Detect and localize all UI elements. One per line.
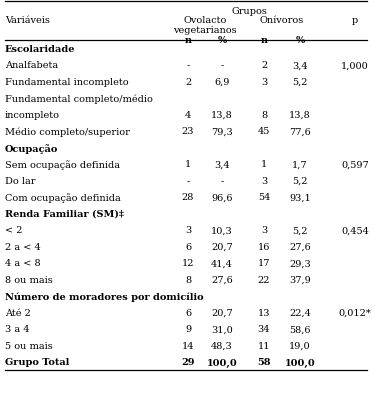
Text: n: n: [261, 36, 267, 45]
Text: 45: 45: [258, 127, 270, 136]
Text: < 2: < 2: [5, 226, 22, 235]
Text: 3 a 4: 3 a 4: [5, 325, 30, 334]
Text: 100,0: 100,0: [207, 357, 237, 366]
Text: Renda Familiar (SM)‡: Renda Familiar (SM)‡: [5, 209, 124, 218]
Text: 96,6: 96,6: [211, 193, 233, 202]
Text: 6: 6: [185, 243, 191, 252]
Text: Fundamental completo/médio: Fundamental completo/médio: [5, 94, 153, 104]
Text: 5,2: 5,2: [292, 226, 308, 235]
Text: 1: 1: [261, 160, 267, 169]
Text: Do lar: Do lar: [5, 177, 36, 186]
Text: 10,3: 10,3: [211, 226, 233, 235]
Text: 29: 29: [181, 357, 195, 366]
Text: 5,2: 5,2: [292, 177, 308, 186]
Text: 4: 4: [185, 111, 191, 120]
Text: Número de moradores por domicílio: Número de moradores por domicílio: [5, 292, 204, 301]
Text: 0,454: 0,454: [341, 226, 369, 235]
Text: 13,8: 13,8: [211, 111, 233, 120]
Text: 1: 1: [185, 160, 191, 169]
Text: -: -: [186, 177, 190, 186]
Text: 14: 14: [182, 341, 194, 350]
Text: 6: 6: [185, 308, 191, 317]
Text: 8: 8: [261, 111, 267, 120]
Text: 27,6: 27,6: [289, 243, 311, 252]
Text: 0,012*: 0,012*: [339, 308, 371, 317]
Text: 34: 34: [258, 325, 270, 334]
Text: 1,7: 1,7: [292, 160, 308, 169]
Text: Até 2: Até 2: [5, 308, 31, 317]
Text: Escolaridade: Escolaridade: [5, 45, 75, 54]
Text: 29,3: 29,3: [289, 259, 311, 268]
Text: 13,8: 13,8: [289, 111, 311, 120]
Text: Com ocupação definida: Com ocupação definida: [5, 193, 121, 203]
Text: 5,2: 5,2: [292, 78, 308, 87]
Text: Grupo Total: Grupo Total: [5, 357, 69, 366]
Text: 41,4: 41,4: [211, 259, 233, 268]
Text: %: %: [296, 36, 304, 45]
Text: 22: 22: [258, 275, 270, 284]
Text: 27,6: 27,6: [211, 275, 233, 284]
Text: 3: 3: [261, 78, 267, 87]
Text: 2: 2: [185, 78, 191, 87]
Text: 2: 2: [261, 61, 267, 70]
Text: 100,0: 100,0: [285, 357, 315, 366]
Text: 20,7: 20,7: [211, 243, 233, 252]
Text: Ovolacto: Ovolacto: [183, 16, 226, 25]
Text: 31,0: 31,0: [211, 325, 233, 334]
Text: 20,7: 20,7: [211, 308, 233, 317]
Text: 4 a < 8: 4 a < 8: [5, 259, 40, 268]
Text: n: n: [184, 36, 192, 45]
Text: 3: 3: [185, 226, 191, 235]
Text: -: -: [220, 177, 224, 186]
Text: 3: 3: [261, 177, 267, 186]
Text: Ocupação: Ocupação: [5, 144, 58, 153]
Text: 17: 17: [258, 259, 270, 268]
Text: Fundamental incompleto: Fundamental incompleto: [5, 78, 129, 87]
Text: 16: 16: [258, 243, 270, 252]
Text: 0,597: 0,597: [341, 160, 369, 169]
Text: 3,4: 3,4: [292, 61, 308, 70]
Text: p: p: [352, 16, 358, 25]
Text: Grupos: Grupos: [231, 7, 267, 16]
Text: 5 ou mais: 5 ou mais: [5, 341, 53, 350]
Text: 58,6: 58,6: [289, 325, 311, 334]
Text: 3,4: 3,4: [214, 160, 230, 169]
Text: 54: 54: [258, 193, 270, 202]
Text: 12: 12: [182, 259, 194, 268]
Text: 2 a < 4: 2 a < 4: [5, 243, 41, 252]
Text: %: %: [217, 36, 226, 45]
Text: 37,9: 37,9: [289, 275, 311, 284]
Text: 58: 58: [257, 357, 271, 366]
Text: 8: 8: [185, 275, 191, 284]
Text: 13: 13: [258, 308, 270, 317]
Text: 48,3: 48,3: [211, 341, 233, 350]
Text: 8 ou mais: 8 ou mais: [5, 275, 53, 284]
Text: 11: 11: [258, 341, 270, 350]
Text: 19,0: 19,0: [289, 341, 311, 350]
Text: 3: 3: [261, 226, 267, 235]
Text: Variáveis: Variáveis: [5, 16, 50, 25]
Text: -: -: [220, 61, 224, 70]
Text: Analfabeta: Analfabeta: [5, 61, 58, 70]
Text: Médio completo/superior: Médio completo/superior: [5, 127, 130, 137]
Text: Sem ocupação definida: Sem ocupação definida: [5, 160, 120, 170]
Text: 93,1: 93,1: [289, 193, 311, 202]
Text: 79,3: 79,3: [211, 127, 233, 136]
Text: vegetarianos: vegetarianos: [173, 26, 237, 35]
Text: Onívoros: Onívoros: [260, 16, 304, 25]
Text: 23: 23: [182, 127, 194, 136]
Text: 1,000: 1,000: [341, 61, 369, 70]
Text: incompleto: incompleto: [5, 111, 60, 120]
Text: 9: 9: [185, 325, 191, 334]
Text: 6,9: 6,9: [214, 78, 230, 87]
Text: 77,6: 77,6: [289, 127, 311, 136]
Text: 28: 28: [182, 193, 194, 202]
Text: -: -: [186, 61, 190, 70]
Text: 22,4: 22,4: [289, 308, 311, 317]
